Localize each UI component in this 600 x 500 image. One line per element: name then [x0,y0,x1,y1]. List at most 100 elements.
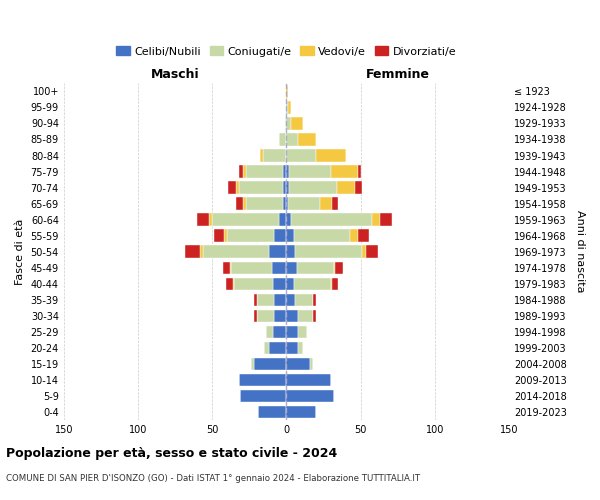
Bar [289,182,337,194]
Bar [226,278,233,290]
Bar [334,262,335,274]
Bar [200,246,203,258]
Bar [235,278,273,290]
Bar [254,358,286,370]
Bar [209,214,212,226]
Bar [239,166,244,178]
Bar [355,182,362,194]
Bar [331,278,332,290]
Bar [224,230,227,242]
Bar [185,246,200,258]
Bar [273,326,286,338]
Bar [331,166,358,178]
Bar [298,310,313,322]
Bar [254,294,257,306]
Text: Popolazione per età, sesso e stato civile - 2024: Popolazione per età, sesso e stato civil… [6,448,337,460]
Bar [286,214,291,226]
Bar [291,117,302,130]
Bar [286,150,316,162]
Text: Femmine: Femmine [365,68,430,81]
Bar [236,182,239,194]
Bar [286,294,295,306]
Bar [286,117,291,130]
Bar [273,278,286,290]
Bar [274,310,286,322]
Bar [286,85,288,98]
Bar [286,310,298,322]
Bar [286,198,288,210]
Bar [337,182,355,194]
Bar [295,294,313,306]
Legend: Celibi/Nubili, Coniugati/e, Vedovi/e, Divorziati/e: Celibi/Nubili, Coniugati/e, Vedovi/e, Di… [112,42,461,61]
Bar [239,182,283,194]
Bar [263,150,286,162]
Bar [286,342,298,354]
Bar [283,182,286,194]
Bar [298,133,316,145]
Bar [244,198,246,210]
Bar [286,246,295,258]
Bar [367,246,379,258]
Bar [232,262,272,274]
Bar [239,374,286,386]
Bar [269,246,286,258]
Bar [260,150,263,162]
Bar [230,262,232,274]
Bar [212,214,279,226]
Bar [246,198,283,210]
Bar [294,230,350,242]
Bar [203,246,269,258]
Bar [332,278,338,290]
Bar [286,406,316,418]
Bar [257,310,274,322]
Bar [257,294,274,306]
Bar [380,214,392,226]
Bar [286,278,294,290]
Bar [266,326,273,338]
Bar [313,294,316,306]
Bar [320,198,332,210]
Bar [283,166,286,178]
Bar [241,390,286,402]
Bar [298,326,307,338]
Bar [269,342,286,354]
Bar [274,230,286,242]
Bar [279,133,286,145]
Bar [246,166,283,178]
Bar [288,198,320,210]
Bar [332,198,338,210]
Bar [286,374,331,386]
Text: Maschi: Maschi [151,68,199,81]
Bar [251,358,254,370]
Bar [335,262,343,274]
Bar [286,326,298,338]
Bar [223,262,230,274]
Bar [294,278,331,290]
Bar [286,133,298,145]
Bar [285,117,286,130]
Bar [274,294,286,306]
Bar [286,166,289,178]
Bar [229,182,236,194]
Bar [350,230,358,242]
Bar [295,246,362,258]
Bar [283,198,286,210]
Bar [244,166,246,178]
Bar [358,230,370,242]
Bar [286,358,310,370]
Bar [286,101,288,114]
Bar [297,262,334,274]
Bar [258,406,286,418]
Bar [316,150,346,162]
Bar [286,230,294,242]
Text: COMUNE DI SAN PIER D'ISONZO (GO) - Dati ISTAT 1° gennaio 2024 - Elaborazione TUT: COMUNE DI SAN PIER D'ISONZO (GO) - Dati … [6,474,420,483]
Bar [197,214,209,226]
Bar [313,310,316,322]
Bar [227,230,274,242]
Bar [236,198,244,210]
Bar [291,214,373,226]
Bar [362,246,367,258]
Bar [286,390,334,402]
Bar [233,278,235,290]
Y-axis label: Anni di nascita: Anni di nascita [575,210,585,293]
